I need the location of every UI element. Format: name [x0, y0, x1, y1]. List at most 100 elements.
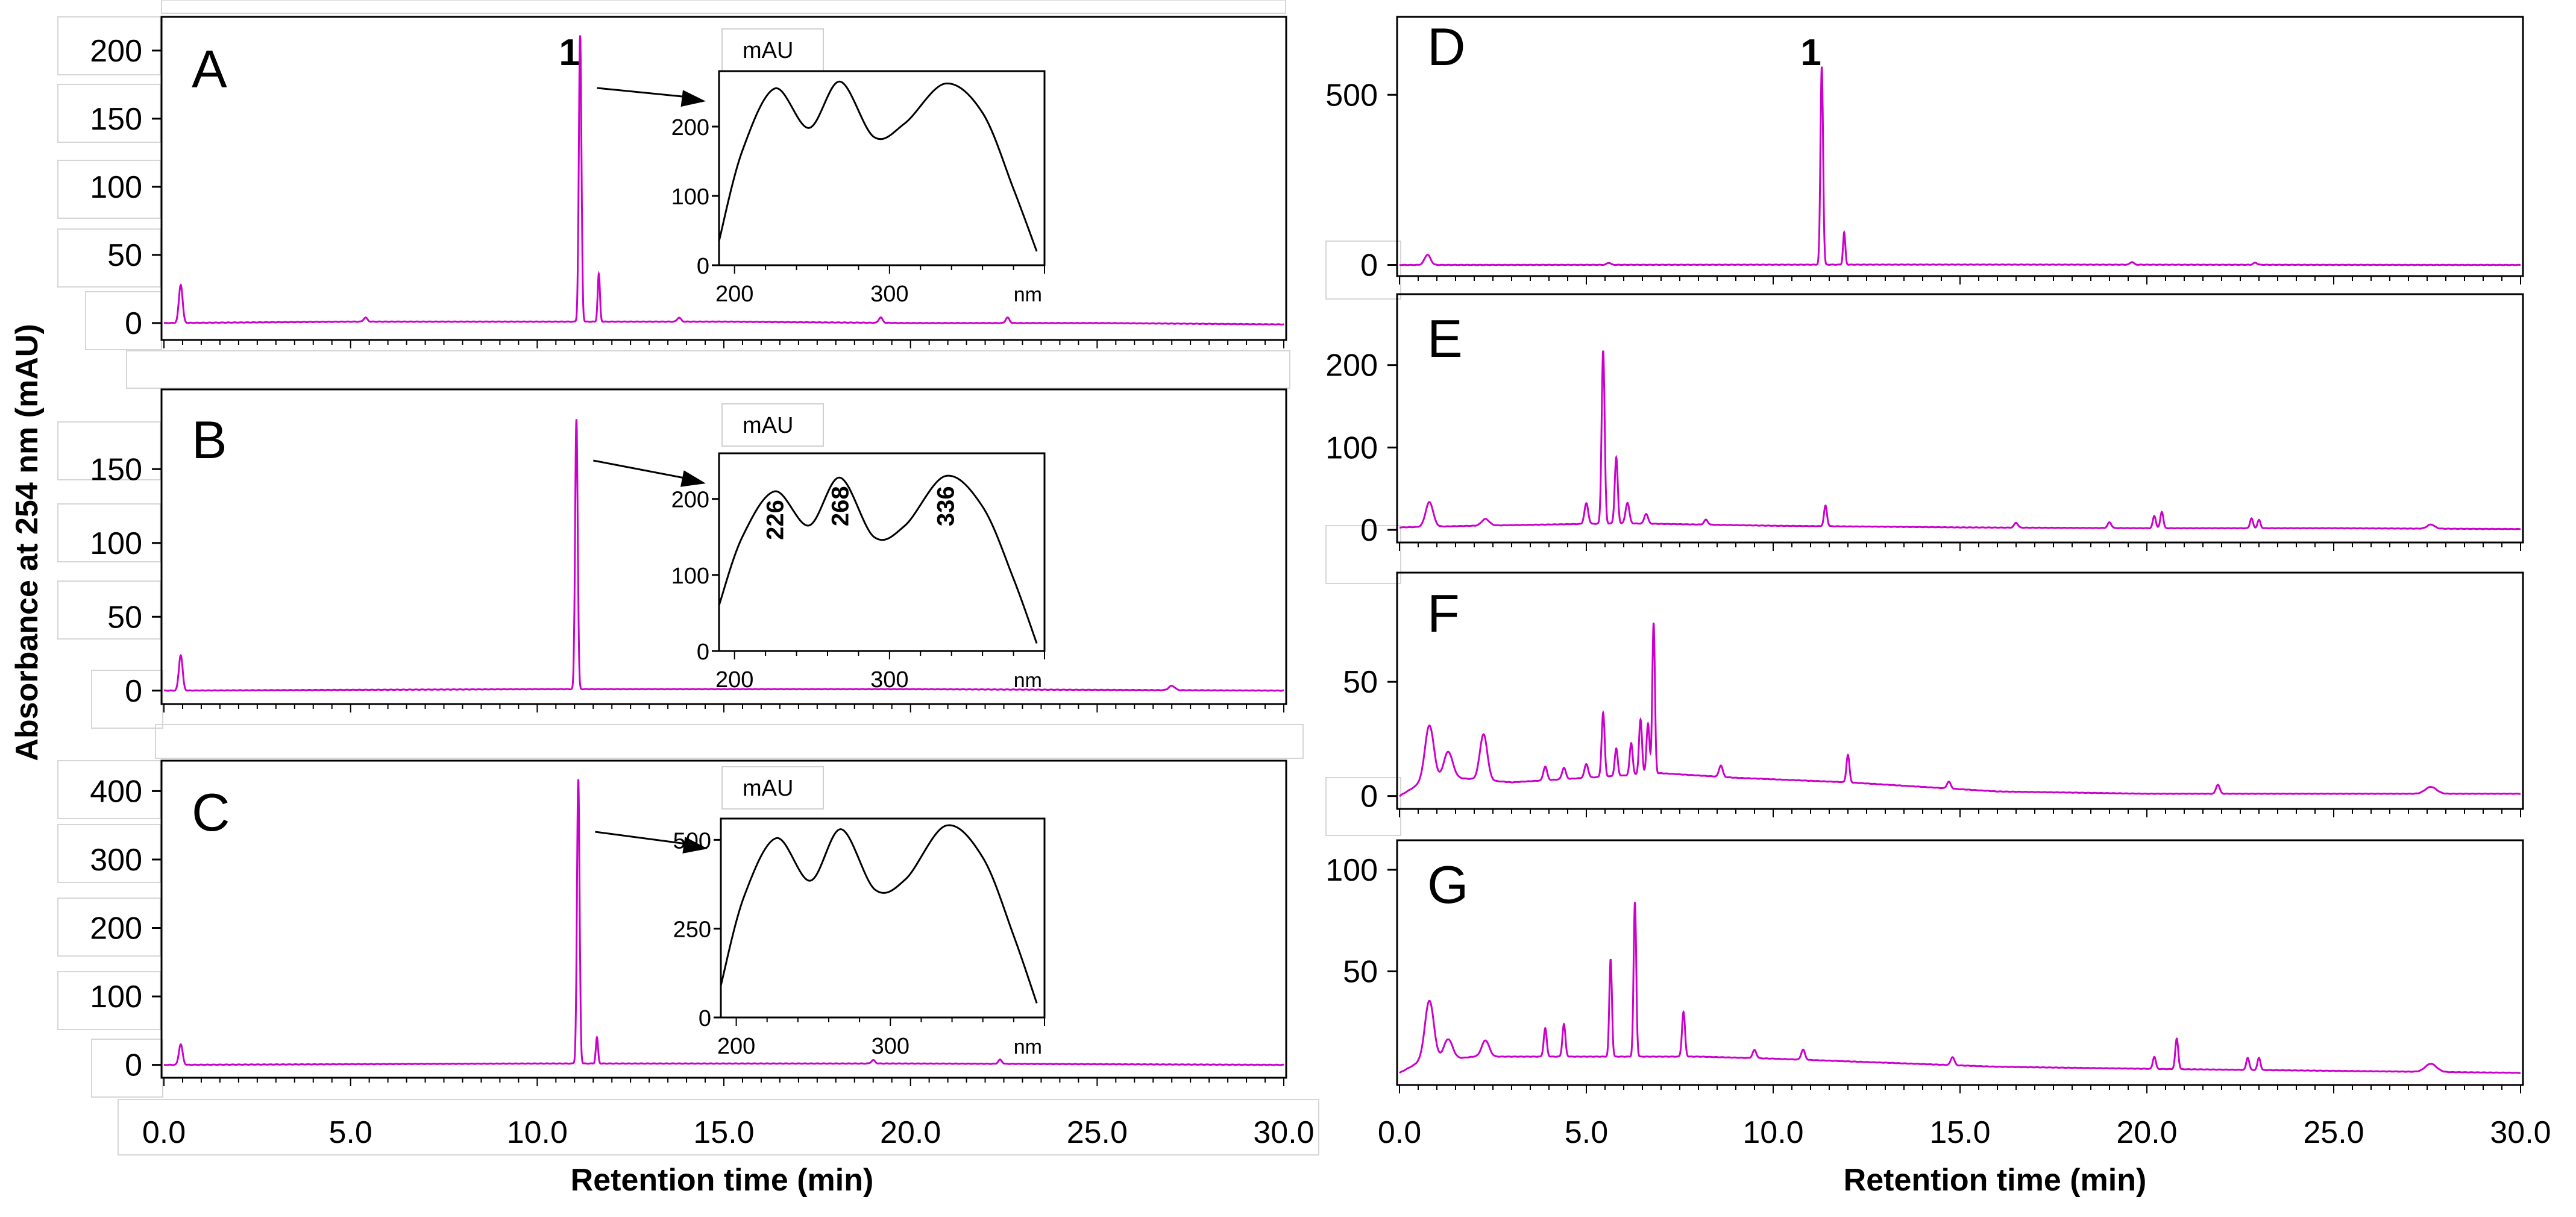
label-box [57, 580, 161, 640]
label-box [161, 0, 1286, 14]
y-tick-label: 50 [1343, 954, 1378, 989]
y-tick-label: 200 [1325, 348, 1378, 383]
label-box [57, 760, 161, 819]
y-tick-label: 500 [1325, 78, 1378, 113]
absorbance-maximum-label: 226 [762, 500, 789, 540]
inset-y-tick-label: 250 [673, 917, 711, 943]
y-tick-label: 200 [90, 911, 142, 946]
inset-x-tick-label: 300 [872, 1034, 909, 1059]
y-axis-title: Absorbance at 254 nm (mAU) [10, 324, 45, 761]
x-tick-label: 20.0 [2116, 1115, 2177, 1150]
x-axis-title-right: Retention time (min) [1844, 1163, 2147, 1198]
inset-x-tick-label: 200 [715, 667, 753, 693]
label-box [1325, 525, 1401, 584]
inset-y-unit: mAU [743, 38, 793, 63]
inset-y-unit: mAU [743, 776, 793, 801]
inset-x-unit: nm [1014, 1036, 1042, 1058]
peak-number-label: 1 [559, 32, 579, 74]
panel-label: E [1427, 309, 1463, 368]
x-tick-label: 15.0 [693, 1115, 754, 1150]
inset-x-tick-label: 200 [715, 281, 753, 307]
x-tick-label: 30.0 [1253, 1115, 1314, 1150]
y-tick-label: 100 [90, 980, 142, 1014]
label-box [1325, 241, 1401, 300]
x-tick-label: 5.0 [1565, 1115, 1608, 1150]
panel-label: B [192, 410, 227, 470]
y-tick-label: 100 [90, 170, 142, 205]
chromatogram-trace [163, 35, 1284, 325]
y-tick-label: 0 [125, 674, 142, 709]
inset-arrow-head [682, 837, 708, 854]
absorbance-maximum-label: 268 [828, 486, 854, 526]
panel-label: C [192, 782, 230, 842]
label-box [91, 1039, 163, 1098]
y-tick-label: 400 [90, 774, 142, 809]
inset-y-tick-label: 0 [697, 640, 709, 665]
label-box [57, 421, 161, 480]
label-box [91, 670, 163, 729]
label-box [57, 898, 161, 957]
x-tick-label: 5.0 [329, 1115, 372, 1150]
y-tick-label: 200 [90, 34, 142, 69]
uv-spectrum-line [720, 824, 1038, 1004]
chromatogram-trace [1399, 622, 2521, 797]
chart-panel-b: 0 50 100 150 B mAU 0 100 200 200 300 nm 226 268 336 [90, 388, 1287, 709]
inset-y-tick-label: 0 [699, 1006, 711, 1031]
inset-frame [720, 817, 1046, 1019]
y-tick-label: 300 [90, 843, 142, 878]
x-tick-label: 25.0 [2303, 1115, 2364, 1150]
y-tick-label: 50 [1343, 665, 1378, 700]
inset-x-tick-label: 300 [870, 281, 908, 307]
y-tick-label: 0 [1360, 779, 1378, 814]
chromatogram-trace [1400, 350, 2521, 530]
x-tick-label: 30.0 [2490, 1115, 2551, 1150]
panel-label: G [1427, 855, 1468, 914]
x-tick-label: 0.0 [1378, 1115, 1421, 1150]
inset-arrow-head [680, 470, 706, 487]
x-tick-label: 10.0 [1742, 1115, 1803, 1150]
uv-spectrum-line [718, 80, 1038, 252]
x-tick-label: 0.0 [142, 1115, 186, 1150]
inset-unit-box [721, 403, 824, 447]
chromatogram-trace [163, 419, 1284, 692]
y-tick-label: 100 [90, 526, 142, 561]
decor-layer [57, 0, 1401, 1156]
chart-panel-c: 0100200300400CmAU0250500200300nm [90, 759, 1287, 1083]
x-axis-title-left: Retention time (min) [571, 1163, 874, 1198]
y-tick-label: 50 [107, 600, 142, 635]
uv-spectrum-line [718, 474, 1038, 644]
inset-frame [718, 70, 1046, 266]
y-tick-label: 150 [90, 102, 142, 137]
inset-y-tick-label: 200 [671, 488, 709, 513]
uv-spectrum-inset: mAU 0 100 200 200 300 nm [671, 28, 1046, 307]
peak-number-label: 1 [1800, 32, 1821, 74]
chromatogram-trace [1398, 902, 2521, 1074]
x-tick-label: 10.0 [507, 1115, 568, 1150]
inset-y-tick-label: 0 [697, 254, 709, 279]
inset-y-tick-label: 200 [671, 115, 709, 140]
chart-panel-e: 0 100 200 E [1325, 293, 2524, 548]
inset-unit-box [721, 766, 824, 810]
x-tick-label: 15.0 [1929, 1115, 1990, 1150]
label-box [57, 84, 161, 143]
label-box [57, 228, 161, 288]
y-tick-label: 100 [1325, 853, 1378, 888]
y-tick-label: 0 [1360, 513, 1378, 548]
chart-panel-f: 0 50 F [1343, 571, 2524, 814]
inset-arrow-shaft [593, 459, 694, 481]
panel-label: F [1427, 583, 1460, 643]
inset-arrow-shaft [597, 87, 694, 99]
panel-label: D [1427, 17, 1466, 77]
label-box [118, 1099, 1319, 1156]
x-tick-label: 25.0 [1067, 1115, 1128, 1150]
label-box [155, 724, 1304, 759]
x-axes-layer: 0.0 5.0 10.0 15.0 20.0 25.0 30.0 0.0 5.0 10.0 15.0… [142, 276, 2551, 1150]
inset-x-unit: nm [1014, 669, 1042, 692]
inset-x-unit: nm [1014, 283, 1042, 306]
inset-y-unit: mAU [743, 413, 793, 438]
inset-frame [718, 452, 1046, 652]
inset-x-tick-label: 200 [717, 1034, 755, 1059]
